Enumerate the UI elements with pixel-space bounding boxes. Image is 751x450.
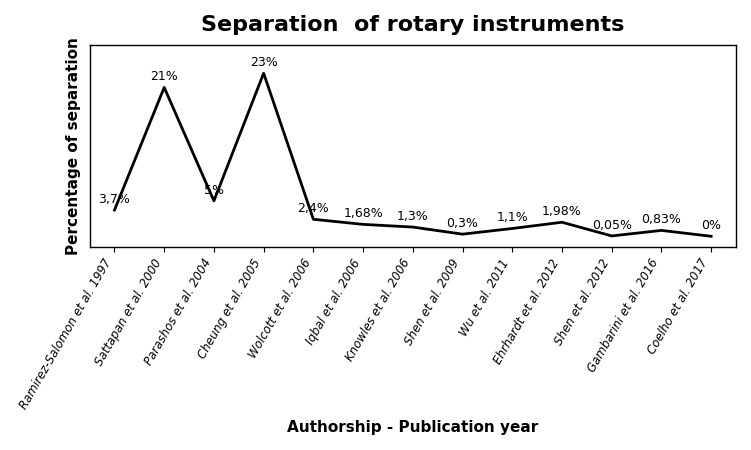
Text: 0,3%: 0,3% bbox=[447, 217, 478, 230]
Title: Separation  of rotary instruments: Separation of rotary instruments bbox=[201, 15, 625, 35]
Text: 5%: 5% bbox=[204, 184, 224, 197]
X-axis label: Authorship - Publication year: Authorship - Publication year bbox=[287, 420, 538, 435]
Text: 1,1%: 1,1% bbox=[496, 211, 528, 224]
Text: 23%: 23% bbox=[250, 56, 278, 69]
Text: 0,05%: 0,05% bbox=[592, 219, 632, 232]
Text: 1,3%: 1,3% bbox=[397, 210, 429, 223]
Text: 1,98%: 1,98% bbox=[542, 205, 582, 218]
Text: 2,4%: 2,4% bbox=[297, 202, 329, 215]
Text: 0,83%: 0,83% bbox=[641, 213, 681, 226]
Text: 1,68%: 1,68% bbox=[343, 207, 383, 220]
Text: 0%: 0% bbox=[701, 219, 721, 232]
Text: 21%: 21% bbox=[150, 70, 178, 83]
Y-axis label: Percentage of separation: Percentage of separation bbox=[66, 37, 81, 255]
Text: 3,7%: 3,7% bbox=[98, 193, 131, 206]
